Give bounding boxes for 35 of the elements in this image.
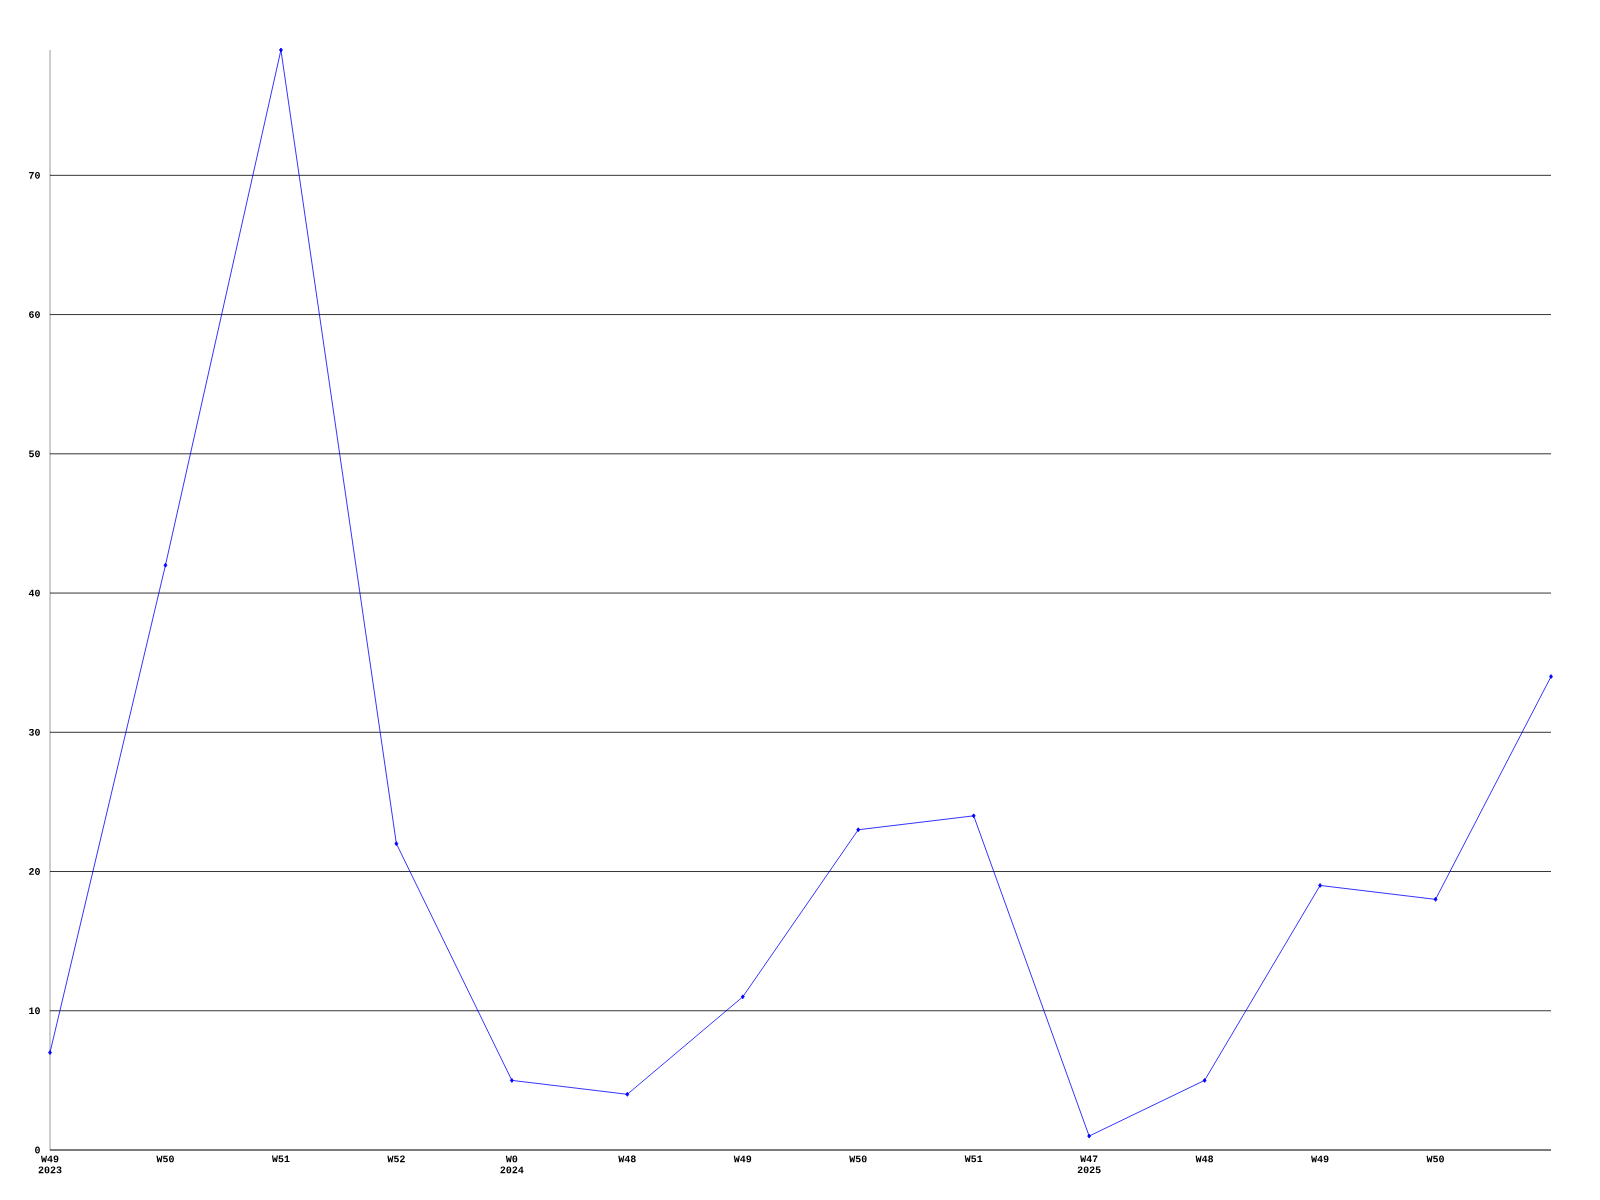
y-tick-label: 70 xyxy=(29,171,40,179)
point xyxy=(856,827,861,833)
point xyxy=(1433,896,1438,902)
x-tick-label: W48 xyxy=(618,1155,636,1163)
x-tick-label: W50 xyxy=(849,1155,867,1163)
point xyxy=(625,1091,630,1097)
point xyxy=(1549,674,1553,679)
y-tick-label: 60 xyxy=(29,311,40,318)
point xyxy=(163,562,168,568)
x-tick-label: W51 xyxy=(271,1155,290,1163)
x-tick-label: W49 xyxy=(733,1155,752,1163)
point xyxy=(971,813,976,819)
point xyxy=(1318,883,1322,888)
y-tick-label: 30 xyxy=(28,728,40,736)
y-tick-label: 10 xyxy=(29,1007,40,1015)
point xyxy=(740,994,745,1000)
x-tick-label: W49 2023 xyxy=(38,1155,62,1174)
y-tick-label: 50 xyxy=(28,450,40,458)
x-tick-label: W50 xyxy=(1426,1155,1444,1163)
point xyxy=(1202,1077,1207,1083)
x-tick-label: W52 xyxy=(387,1155,405,1163)
point xyxy=(1087,1133,1092,1139)
y-tick-label: 0 xyxy=(35,1146,40,1154)
point xyxy=(509,1077,514,1083)
y-tick-label: 40 xyxy=(28,589,40,597)
point xyxy=(48,1050,52,1055)
y-tick-label: 20 xyxy=(29,868,40,875)
x-tick-label: W50 xyxy=(156,1155,174,1163)
point xyxy=(394,841,399,847)
x-tick-label: W49 xyxy=(1311,1155,1329,1163)
x-tick-label: W51 xyxy=(964,1155,983,1163)
x-tick-label: W0 2024 xyxy=(500,1155,524,1174)
point xyxy=(279,47,283,53)
x-tick-label: W47 2025 xyxy=(1077,1155,1101,1174)
x-tick-label: W48 xyxy=(1195,1155,1214,1163)
